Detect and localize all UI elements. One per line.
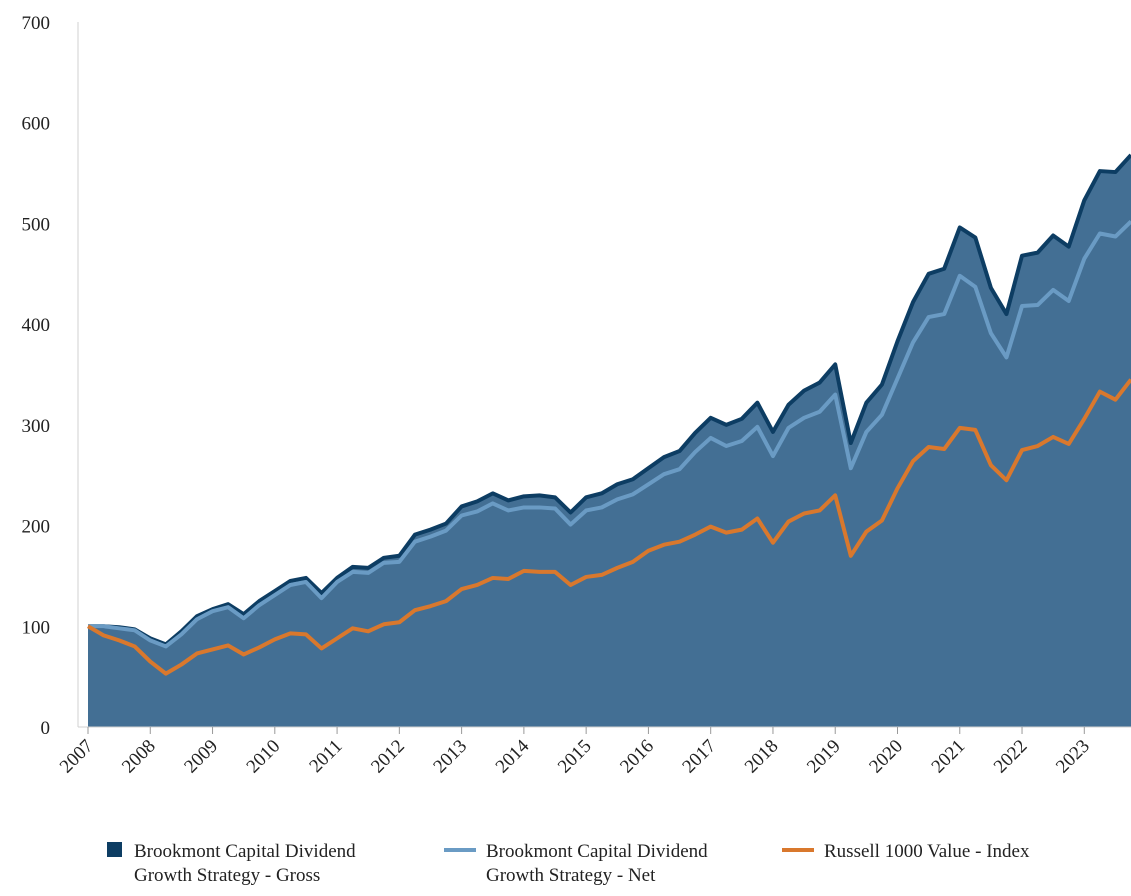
x-tick-label: 2008 [118, 736, 160, 778]
x-tick-label: 2022 [990, 736, 1032, 778]
x-tick-label: 2013 [429, 736, 471, 778]
x-tick-label: 2007 [56, 736, 98, 778]
x-tick-label: 2015 [554, 736, 596, 778]
x-tick-label: 2010 [243, 736, 285, 778]
x-tick-label: 2019 [803, 736, 845, 778]
y-tick-label: 400 [22, 315, 51, 336]
x-tick-label: 2020 [865, 736, 907, 778]
legend-swatch [107, 842, 122, 857]
legend-item: Brookmont Capital Dividend Growth Strate… [444, 840, 782, 888]
legend: Brookmont Capital Dividend Growth Strate… [0, 840, 1131, 888]
legend-label: Brookmont Capital Dividend Growth Strate… [134, 841, 356, 886]
line [86, 378, 1131, 676]
legend-marker [107, 842, 122, 857]
legend-swatch [444, 848, 476, 852]
area [88, 154, 1131, 727]
chart: 0 100 200 300 400 500 600 700 2007 2008 2009 2010 20… [22, 13, 1131, 778]
y-tick-label: 100 [22, 617, 51, 638]
legend-item: Russell 1000 Value - Index [782, 840, 1120, 888]
y-tick-label: 500 [22, 214, 51, 235]
legend-item: Brookmont Capital Dividend Growth Strate… [106, 840, 444, 888]
x-tick-label: 2016 [616, 736, 658, 778]
x-tick-label: 2014 [492, 735, 534, 777]
y-tick-label: 600 [22, 114, 51, 135]
x-tick-label: 2012 [367, 736, 409, 778]
legend-swatch [782, 848, 814, 852]
line [88, 219, 1131, 649]
x-tick-label: 2011 [305, 736, 346, 777]
x-tick-label: 2023 [1052, 736, 1094, 778]
legend-label: Brookmont Capital Dividend Growth Strate… [486, 841, 708, 886]
line [88, 153, 1131, 647]
legend-label: Russell 1000 Value - Index [824, 841, 1030, 862]
y-tick-label: 300 [22, 416, 51, 437]
y-tick-label: 700 [22, 13, 51, 34]
x-tick-label: 2009 [180, 736, 222, 778]
y-tick-label: 200 [22, 517, 51, 538]
x-tick-label: 2017 [679, 736, 721, 778]
x-tick-label: 2021 [928, 736, 970, 778]
x-tick-label: 2018 [741, 736, 783, 778]
y-tick-label: 0 [41, 718, 51, 739]
